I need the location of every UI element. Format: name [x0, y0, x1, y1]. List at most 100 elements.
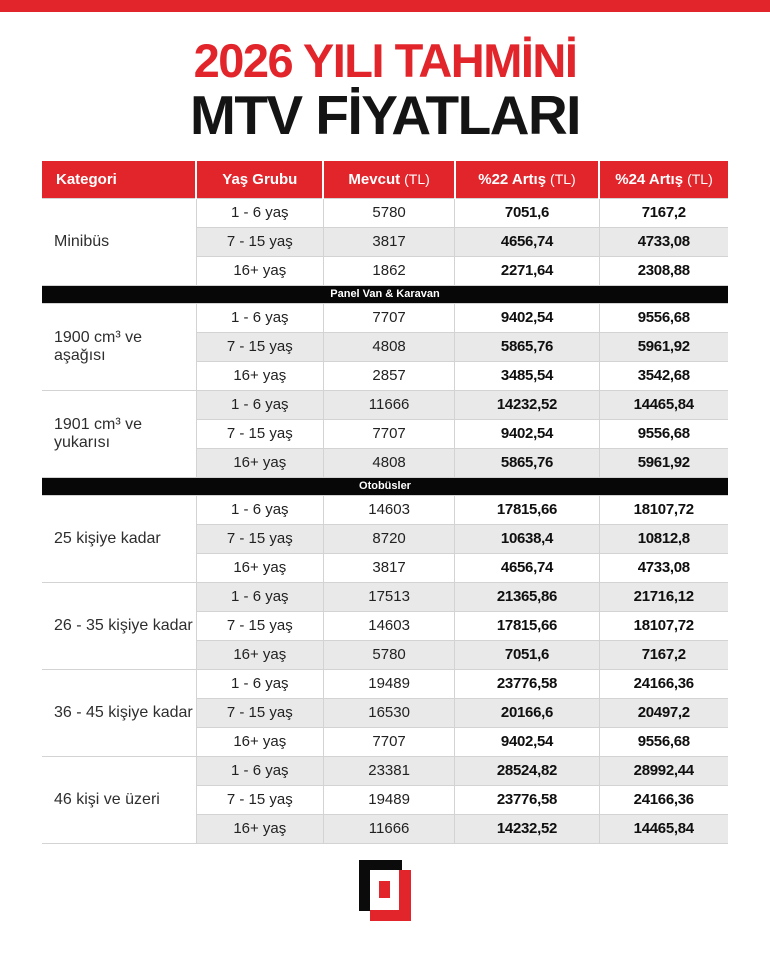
section-banner-row: Otobüsler: [42, 477, 728, 496]
mtv-price-table: Kategori Yaş Grubu Mevcut (TL) %22 Artış (TL)…: [42, 160, 728, 844]
price-24-increase-cell: 4733,08: [598, 552, 728, 583]
price-24-increase-cell: 2308,88: [598, 255, 728, 286]
footer: [0, 859, 770, 928]
table-row: 26 - 35 kişiye kadar 1 - 6 yaş 17513 21365,…: [42, 581, 728, 670]
table-row: 7 - 15 yaş 8720 10638,4 10812,8: [42, 523, 728, 554]
age-group-cell: 1 - 6 yaş: [195, 302, 324, 333]
table-body: Minibüs 1 - 6 yaş 5780 7051,6 7167,2 7 - 15 y…: [42, 197, 728, 844]
price-24-increase-cell: 7167,2: [598, 197, 728, 228]
column-header-unit: (TL): [404, 170, 430, 187]
age-group-cell: 1 - 6 yaş: [195, 668, 324, 699]
price-24-increase-cell: 10812,8: [598, 523, 728, 554]
price-22-increase-cell: 23776,58: [454, 668, 600, 699]
age-group-cell: 16+ yaş: [195, 552, 324, 583]
column-header-label: %24 Artış: [615, 170, 684, 188]
price-22-increase-cell: 9402,54: [454, 418, 600, 449]
price-22-increase-cell: 17815,66: [454, 610, 600, 641]
column-header-label: Kategori: [56, 170, 117, 188]
age-group-cell: 1 - 6 yaş: [195, 494, 324, 525]
price-24-increase-cell: 20497,2: [598, 697, 728, 728]
column-header-mevcut: Mevcut (TL): [322, 160, 455, 199]
price-24-increase-cell: 4733,08: [598, 226, 728, 257]
current-price-cell: 5780: [322, 639, 456, 670]
top-accent-bar: [0, 0, 770, 12]
price-22-increase-cell: 14232,52: [454, 813, 600, 844]
price-24-increase-cell: 14465,84: [598, 389, 728, 420]
section-banner-label: Otobüsler: [42, 477, 728, 496]
price-22-increase-cell: 9402,54: [454, 302, 600, 333]
current-price-cell: 11666: [322, 813, 456, 844]
price-22-increase-cell: 21365,86: [454, 581, 600, 612]
price-22-increase-cell: 28524,82: [454, 755, 600, 786]
column-header-label: %22 Artış: [478, 170, 547, 188]
table-row: 1900 cm³ ve aşağısı 1 - 6 yaş 7707 9402,54 9…: [42, 302, 728, 391]
current-price-cell: 7707: [322, 418, 456, 449]
price-24-increase-cell: 21716,12: [598, 581, 728, 612]
category-cell: 26 - 35 kişiye kadar: [42, 581, 197, 670]
age-group-cell: 16+ yaş: [195, 639, 324, 670]
table-row: 46 kişi ve üzeri 1 - 6 yaş 23381 28524,82 28…: [42, 755, 728, 844]
table-header: Kategori Yaş Grubu Mevcut (TL) %22 Artış (TL)…: [42, 160, 728, 199]
hurriyet-h-logo: [356, 859, 414, 928]
price-24-increase-cell: 14465,84: [598, 813, 728, 844]
age-group-cell: 7 - 15 yaş: [195, 523, 324, 554]
price-24-increase-cell: 18107,72: [598, 494, 728, 525]
column-header-artis-24: %24 Artış (TL): [598, 160, 728, 199]
price-22-increase-cell: 2271,64: [454, 255, 600, 286]
table-row: 7 - 15 yaş 4808 5865,76 5961,92: [42, 331, 728, 362]
table-row: 25 kişiye kadar 1 - 6 yaş 14603 17815,66 181…: [42, 494, 728, 583]
price-24-increase-cell: 9556,68: [598, 418, 728, 449]
age-group-cell: 16+ yaş: [195, 726, 324, 757]
age-group-cell: 7 - 15 yaş: [195, 331, 324, 362]
column-header-yas-grubu: Yaş Grubu: [195, 160, 324, 199]
price-22-increase-cell: 9402,54: [454, 726, 600, 757]
current-price-cell: 17513: [322, 581, 456, 612]
age-group-cell: 7 - 15 yaş: [195, 697, 324, 728]
table-row: 16+ yaş 5780 7051,6 7167,2: [42, 639, 728, 670]
current-price-cell: 19489: [322, 668, 456, 699]
table-row: 16+ yaş 1862 2271,64 2308,88: [42, 255, 728, 286]
price-22-increase-cell: 23776,58: [454, 784, 600, 815]
price-24-increase-cell: 18107,72: [598, 610, 728, 641]
table-row: 16+ yaş 11666 14232,52 14465,84: [42, 813, 728, 844]
column-header-unit: (TL): [687, 170, 713, 187]
price-24-increase-cell: 24166,36: [598, 784, 728, 815]
price-22-increase-cell: 10638,4: [454, 523, 600, 554]
table-row: 16+ yaş 4808 5865,76 5961,92: [42, 447, 728, 478]
column-header-label: Yaş Grubu: [222, 170, 298, 188]
header-row: Kategori Yaş Grubu Mevcut (TL) %22 Artış (TL)…: [42, 160, 728, 199]
price-22-increase-cell: 4656,74: [454, 552, 600, 583]
table-row: 7 - 15 yaş 7707 9402,54 9556,68: [42, 418, 728, 449]
age-group-cell: 1 - 6 yaş: [195, 389, 324, 420]
age-group-cell: 1 - 6 yaş: [195, 197, 324, 228]
current-price-cell: 1862: [322, 255, 456, 286]
price-24-increase-cell: 3542,68: [598, 360, 728, 391]
age-group-cell: 7 - 15 yaş: [195, 226, 324, 257]
page-title-line1: 2026 YILI TAHMİNİ: [193, 34, 578, 87]
table-row: 16+ yaş 3817 4656,74 4733,08: [42, 552, 728, 583]
section-banner-row: Panel Van & Karavan: [42, 285, 728, 304]
category-cell: 36 - 45 kişiye kadar: [42, 668, 197, 757]
price-22-increase-cell: 7051,6: [454, 197, 600, 228]
category-cell: 46 kişi ve üzeri: [42, 755, 197, 844]
price-24-increase-cell: 24166,36: [598, 668, 728, 699]
current-price-cell: 3817: [322, 552, 456, 583]
price-22-increase-cell: 17815,66: [454, 494, 600, 525]
table-row: 7 - 15 yaş 14603 17815,66 18107,72: [42, 610, 728, 641]
price-24-increase-cell: 28992,44: [598, 755, 728, 786]
age-group-cell: 7 - 15 yaş: [195, 418, 324, 449]
page-title-line2: MTV FİYATLARI: [190, 83, 581, 146]
age-group-cell: 16+ yaş: [195, 813, 324, 844]
current-price-cell: 4808: [322, 447, 456, 478]
section-banner-label: Panel Van & Karavan: [42, 285, 728, 304]
table-row: 16+ yaş 2857 3485,54 3542,68: [42, 360, 728, 391]
age-group-cell: 1 - 6 yaş: [195, 581, 324, 612]
price-22-increase-cell: 14232,52: [454, 389, 600, 420]
age-group-cell: 1 - 6 yaş: [195, 755, 324, 786]
table-row: 7 - 15 yaş 16530 20166,6 20497,2: [42, 697, 728, 728]
current-price-cell: 7707: [322, 302, 456, 333]
current-price-cell: 5780: [322, 197, 456, 228]
age-group-cell: 7 - 15 yaş: [195, 610, 324, 641]
table-row: Minibüs 1 - 6 yaş 5780 7051,6 7167,2: [42, 197, 728, 286]
